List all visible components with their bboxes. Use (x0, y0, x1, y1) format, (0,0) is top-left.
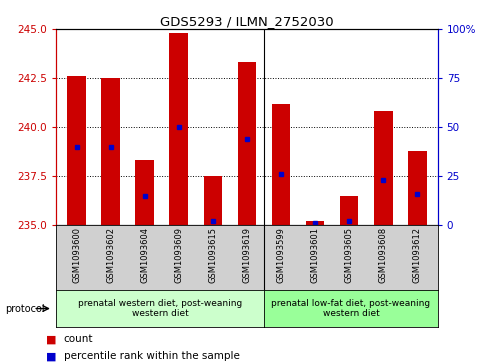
Text: GSM1093605: GSM1093605 (344, 227, 353, 283)
Bar (101, 78, 120, 225)
Text: prenatal low-fat diet, post-weaning
western diet: prenatal low-fat diet, post-weaning west… (271, 299, 429, 318)
Bar (67, 76, 86, 225)
Text: count: count (63, 334, 93, 344)
Text: GSM1093604: GSM1093604 (140, 227, 149, 283)
Text: GSM1093619: GSM1093619 (242, 227, 251, 283)
Bar (237, 62, 256, 225)
Text: prenatal western diet, post-weaning
western diet: prenatal western diet, post-weaning west… (78, 299, 242, 318)
Text: GSM1093601: GSM1093601 (310, 227, 319, 283)
Text: ■: ■ (46, 351, 57, 362)
Bar (271, 103, 290, 225)
Title: GDS5293 / ILMN_2752030: GDS5293 / ILMN_2752030 (160, 15, 333, 28)
Text: GSM1093599: GSM1093599 (276, 227, 285, 283)
Text: ■: ■ (46, 334, 57, 344)
Text: percentile rank within the sample: percentile rank within the sample (63, 351, 239, 362)
Text: protocol: protocol (5, 303, 44, 314)
Bar (169, 33, 188, 225)
Bar (373, 111, 392, 225)
Bar (305, 221, 324, 225)
Bar (339, 196, 358, 225)
Bar (407, 151, 426, 225)
Bar (203, 176, 222, 225)
Text: GSM1093615: GSM1093615 (208, 227, 217, 283)
Text: GSM1093600: GSM1093600 (72, 227, 81, 283)
Text: GSM1093609: GSM1093609 (174, 227, 183, 283)
Text: GSM1093612: GSM1093612 (412, 227, 421, 283)
Bar (135, 160, 154, 225)
Text: GSM1093608: GSM1093608 (378, 227, 387, 283)
Text: GSM1093602: GSM1093602 (106, 227, 115, 283)
